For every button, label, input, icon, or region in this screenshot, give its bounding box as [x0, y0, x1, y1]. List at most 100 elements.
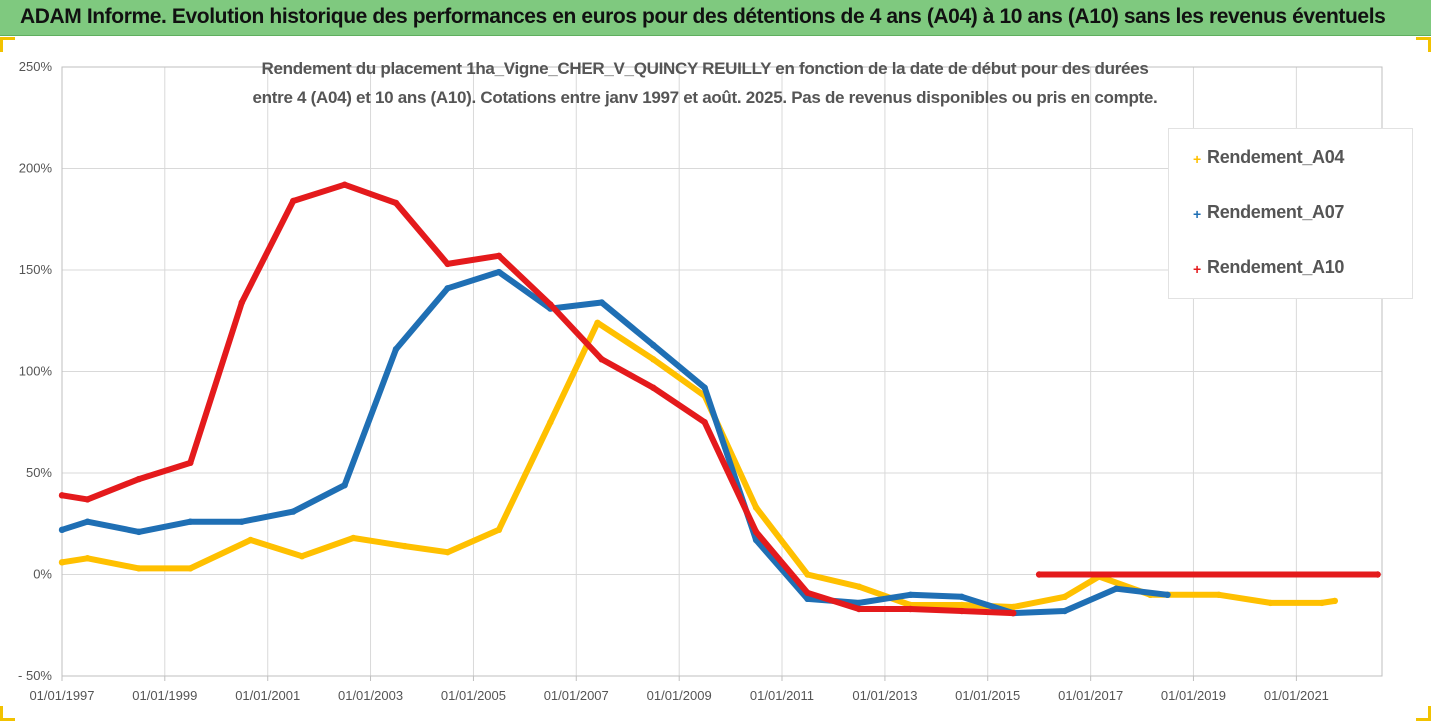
series-line-rendement-a04 [59, 319, 1338, 610]
data-point-rendement-a04 [958, 601, 966, 609]
data-point-rendement-a07 [495, 268, 503, 276]
data-point-rendement-a10 [341, 181, 348, 188]
data-point-rendement-a04 [594, 319, 601, 326]
data-point-rendement-a04 [444, 548, 451, 556]
corner-accent-bottom-right [1416, 706, 1431, 721]
data-point-rendement-a07 [135, 528, 143, 536]
chart-ticks: 250% 200% 150% 100% 50% 0% - 50% 01/01/1997 01/0… [18, 59, 1329, 703]
legend-label-a10: Rendement_A10 [1207, 257, 1345, 277]
data-point-rendement-a07 [238, 518, 246, 525]
x-tick-label: 01/01/2007 [544, 688, 609, 703]
data-point-rendement-a10 [392, 199, 400, 207]
data-point-rendement-a04 [84, 555, 91, 562]
data-point-rendement-a07 [598, 299, 605, 306]
data-point-rendement-a10 [495, 252, 503, 259]
data-point-rendement-a07 [187, 518, 194, 525]
corner-accent-bottom-left [0, 706, 15, 721]
legend-item-a10: + Rendement_A10 [1193, 257, 1345, 278]
data-point-rendement-a10 [1010, 609, 1017, 617]
data-point-rendement-a04 [298, 553, 306, 560]
data-point-rendement-a07 [701, 384, 708, 391]
data-point-rendement-a10 [650, 384, 657, 391]
x-tick-label: 01/01/1999 [132, 688, 197, 703]
data-point-rendement-a10 [855, 605, 863, 613]
data-point-rendement-a10 [444, 260, 451, 268]
x-tick-label: 01/01/2021 [1264, 688, 1329, 703]
data-point-rendement-a10 [958, 607, 966, 615]
data-point-rendement-a04 [752, 504, 760, 511]
x-tick-label: 01/01/2003 [338, 688, 403, 703]
data-point-rendement-a07 [1112, 585, 1120, 592]
corner-accent-top-right [1416, 37, 1431, 52]
y-tick-label: 200% [19, 161, 53, 176]
data-point-rendement-a10 [701, 419, 708, 426]
data-point-rendement-a04 [1215, 591, 1223, 598]
x-tick-label: 01/01/2001 [235, 688, 300, 703]
legend-marker-a07: + [1193, 206, 1201, 222]
series-line-rendement-a10 [59, 181, 1017, 617]
header-bar: ADAM Informe. Evolution historique des p… [0, 0, 1431, 36]
legend-label-a04: Rendement_A04 [1207, 147, 1345, 167]
data-point-rendement-a10 [238, 299, 246, 306]
data-point-rendement-a10 [58, 492, 66, 499]
x-tick-label: 01/01/2013 [852, 688, 917, 703]
data-point-rendement-a04 [350, 534, 357, 542]
data-point-rendement-a04 [1010, 603, 1017, 611]
data-point-rendement-a04 [187, 565, 194, 572]
legend-marker-a10: + [1193, 261, 1201, 277]
data-point-rendement-a10 [804, 589, 811, 596]
data-point-rendement-a04 [401, 542, 408, 550]
data-point-rendement-a04 [135, 565, 143, 572]
data-point-rendement-a04 [247, 536, 254, 544]
x-tick-label: 01/01/1997 [29, 688, 94, 703]
y-tick-label: 100% [19, 364, 53, 379]
data-point-rendement-a07 [907, 591, 914, 598]
data-point-rendement-a07 [958, 593, 966, 601]
data-point-rendement-a10 [187, 459, 194, 467]
data-point-rendement-a10-continued [1374, 571, 1381, 578]
legend-item-a07: + Rendement_A07 [1193, 202, 1345, 223]
data-point-rendement-a04 [495, 526, 503, 534]
legend-item-a04: + Rendement_A04 [1193, 147, 1345, 168]
chart-title-line-2: entre 4 (A04) et 10 ans (A10). Cotations… [252, 88, 1158, 107]
corner-accent-top-left [0, 37, 15, 52]
data-point-rendement-a04 [1318, 599, 1326, 607]
chart-title-line-1: Rendement du placement 1ha_Vigne_CHER_V_… [261, 59, 1149, 78]
data-point-rendement-a07 [290, 508, 297, 515]
x-tick-label: 01/01/2011 [750, 688, 814, 703]
data-point-rendement-a07 [341, 481, 348, 489]
data-point-rendement-a07 [804, 595, 811, 603]
data-point-rendement-a04 [855, 583, 863, 590]
data-point-rendement-a10 [598, 356, 605, 363]
x-tick-label: 01/01/2017 [1058, 688, 1123, 703]
data-point-rendement-a04 [1267, 599, 1274, 607]
data-point-rendement-a07 [1164, 591, 1171, 598]
data-point-rendement-a10 [135, 475, 143, 483]
data-point-rendement-a04 [1061, 593, 1068, 601]
data-point-rendement-a07 [84, 518, 91, 525]
data-point-rendement-a10 [290, 197, 297, 205]
data-point-rendement-a07 [444, 285, 451, 292]
data-point-rendement-a07 [392, 345, 400, 353]
y-tick-label: - 50% [18, 668, 52, 683]
x-tick-label: 01/01/2005 [441, 688, 506, 703]
y-tick-label: 0% [33, 567, 52, 582]
plot-frame [61, 66, 1383, 677]
data-point-rendement-a07 [855, 599, 863, 607]
data-point-rendement-a07 [58, 526, 66, 534]
data-point-rendement-a10 [752, 528, 760, 536]
x-tick-label: 01/01/2019 [1161, 688, 1226, 703]
data-point-rendement-a04 [804, 571, 811, 578]
data-point-rendement-a10 [84, 496, 91, 503]
series-line-rendement-a07 [59, 269, 1171, 617]
data-point-rendement-a04 [547, 419, 554, 426]
legend-label-a07: Rendement_A07 [1207, 202, 1345, 222]
data-point-rendement-a10 [547, 301, 554, 308]
data-point-rendement-a04 [650, 356, 657, 363]
data-point-rendement-a07 [1061, 607, 1068, 615]
data-point-rendement-a10-continued [1035, 571, 1043, 578]
chart-series [58, 181, 1381, 617]
data-point-rendement-a04 [1331, 597, 1339, 605]
data-point-rendement-a04 [58, 559, 66, 566]
